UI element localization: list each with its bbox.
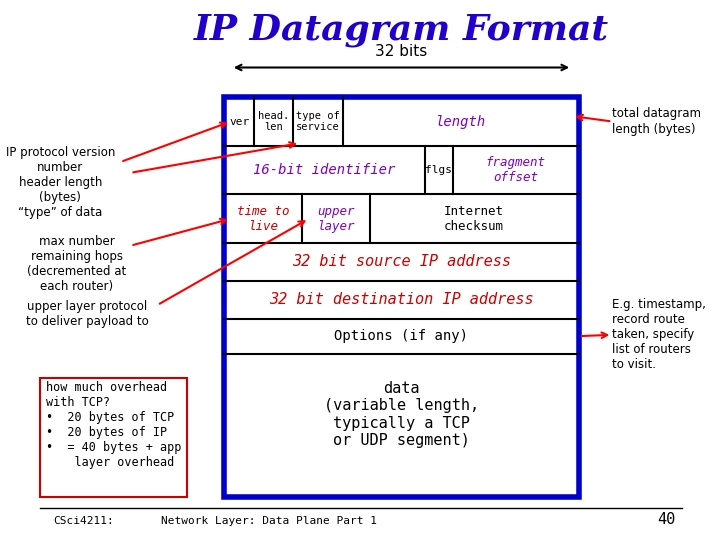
Text: E.g. timestamp,
record route
taken, specify
list of routers
to visit.: E.g. timestamp, record route taken, spec… <box>612 298 706 372</box>
Text: ver: ver <box>229 117 249 126</box>
Text: Options (if any): Options (if any) <box>335 329 469 343</box>
Text: total datagram
length (bytes): total datagram length (bytes) <box>612 107 701 136</box>
Text: IP protocol version
number
header length
(bytes)
“type” of data: IP protocol version number header length… <box>6 146 115 219</box>
Text: type of
service: type of service <box>296 111 340 132</box>
Text: IP Datagram Format: IP Datagram Format <box>194 13 609 46</box>
Text: Network Layer: Data Plane Part 1: Network Layer: Data Plane Part 1 <box>161 516 377 526</box>
Text: 32 bit source IP address: 32 bit source IP address <box>292 254 511 269</box>
Text: Internet
checksum: Internet checksum <box>444 205 504 233</box>
Text: fragment
offset: fragment offset <box>486 156 546 184</box>
Text: max number
remaining hops
(decremented at
each router): max number remaining hops (decremented a… <box>27 235 127 293</box>
Text: upper
layer: upper layer <box>317 205 355 233</box>
Text: flgs: flgs <box>426 165 452 175</box>
Text: head.
len: head. len <box>258 111 289 132</box>
FancyBboxPatch shape <box>224 97 579 497</box>
Text: 32 bits: 32 bits <box>375 44 428 59</box>
Text: 32 bit destination IP address: 32 bit destination IP address <box>269 292 534 307</box>
FancyBboxPatch shape <box>40 378 187 497</box>
Text: CSci4211:: CSci4211: <box>53 516 114 526</box>
Text: upper layer protocol
to deliver payload to: upper layer protocol to deliver payload … <box>26 300 148 328</box>
Text: 16-bit identifier: 16-bit identifier <box>253 163 395 177</box>
Text: time to
live: time to live <box>237 205 289 233</box>
Text: how much overhead
with TCP?
•  20 bytes of TCP
•  20 bytes of IP
•  = 40 bytes +: how much overhead with TCP? • 20 bytes o… <box>46 381 181 469</box>
Text: length: length <box>436 114 486 129</box>
Text: data
(variable length,
typically a TCP
or UDP segment): data (variable length, typically a TCP o… <box>324 381 479 448</box>
Text: 40: 40 <box>657 511 676 526</box>
